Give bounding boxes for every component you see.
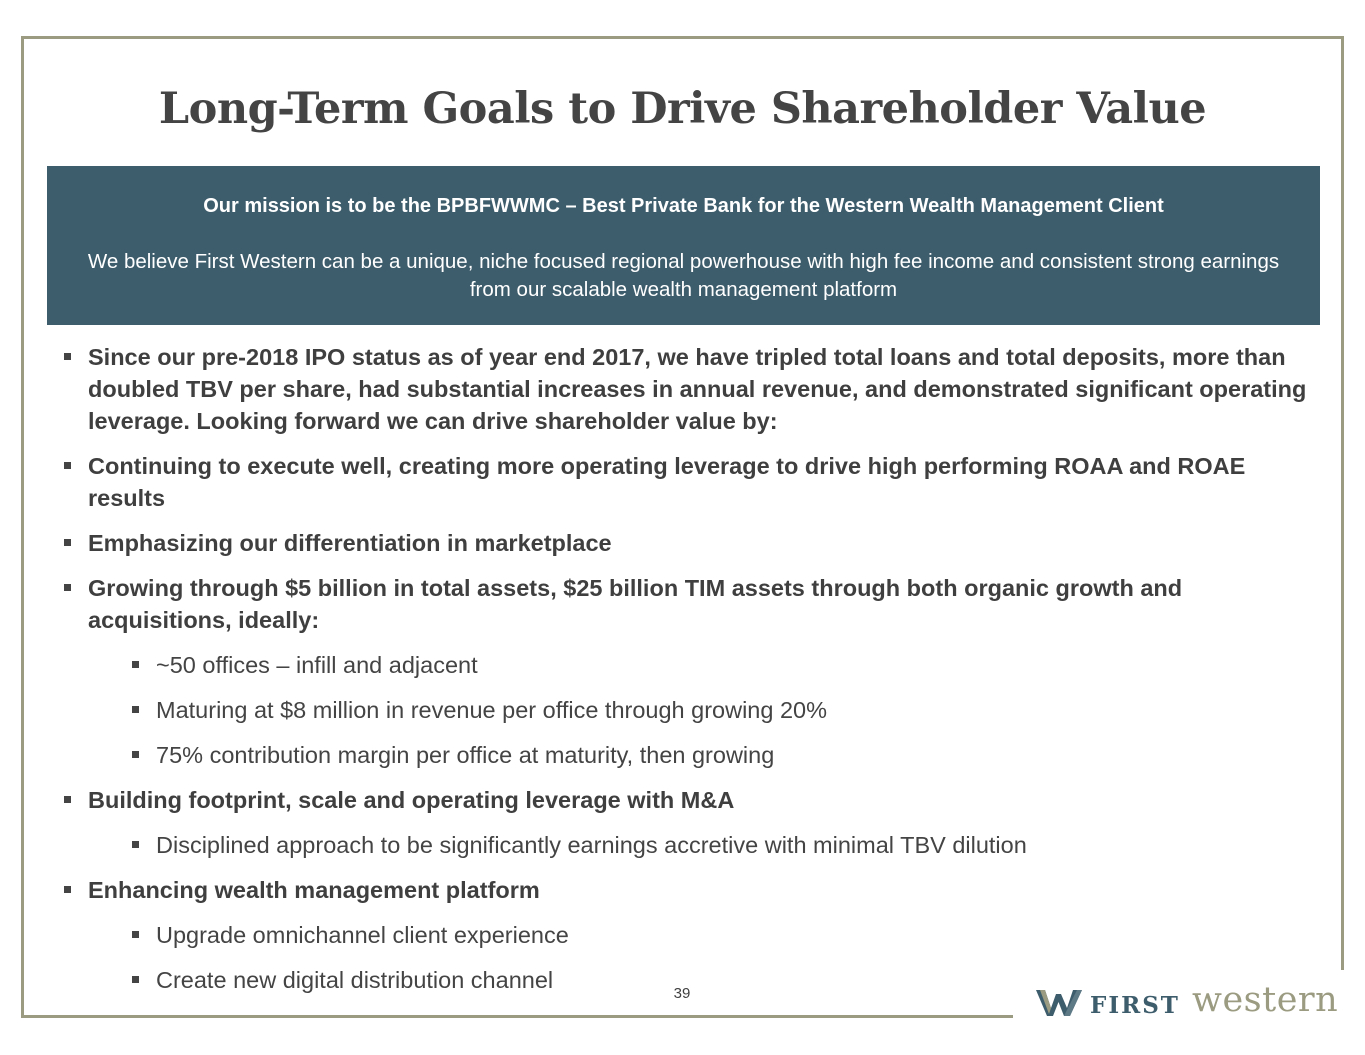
goal-item: Continuing to execute well, creating mor…	[60, 450, 1320, 514]
goal-subitem: Create new digital distribution channel	[60, 964, 1320, 996]
w-mark-icon	[1036, 990, 1082, 1016]
goal-item: Building footprint, scale and operating …	[60, 784, 1320, 816]
frame-top-border	[21, 36, 1344, 39]
goal-item: Emphasizing our differentiation in marke…	[60, 527, 1320, 559]
frame-right-border	[1341, 36, 1344, 970]
mission-body: We believe First Western can be a unique…	[87, 250, 1280, 301]
company-logo: FIRST western	[1036, 980, 1346, 1022]
logo-first-text: FIRST	[1090, 992, 1180, 1019]
goal-subitem: Disciplined approach to be significantly…	[60, 829, 1320, 861]
goal-subitem: Upgrade omnichannel client experience	[60, 919, 1320, 951]
goal-subitem: 75% contribution margin per office at ma…	[60, 739, 1320, 771]
frame-bottom-border	[21, 1015, 1013, 1018]
goal-subitem: Maturing at $8 million in revenue per of…	[60, 694, 1320, 726]
goals-list: Since our pre-2018 IPO status as of year…	[60, 341, 1320, 1009]
goal-item: Since our pre-2018 IPO status as of year…	[60, 341, 1320, 437]
page-title: Long-Term Goals to Drive Shareholder Val…	[158, 84, 1207, 134]
goal-item: Growing through $5 billion in total asse…	[60, 572, 1320, 636]
page-number: 39	[673, 985, 691, 1002]
frame-left-border	[21, 36, 24, 1018]
goal-item: Enhancing wealth management platform	[60, 874, 1320, 906]
mission-heading: Our mission is to be the BPBFWWMC – Best…	[203, 195, 1164, 217]
goal-subitem: ~50 offices – infill and adjacent	[60, 649, 1320, 681]
logo-western-text: western	[1192, 980, 1339, 1020]
mission-box: Our mission is to be the BPBFWWMC – Best…	[47, 166, 1320, 325]
